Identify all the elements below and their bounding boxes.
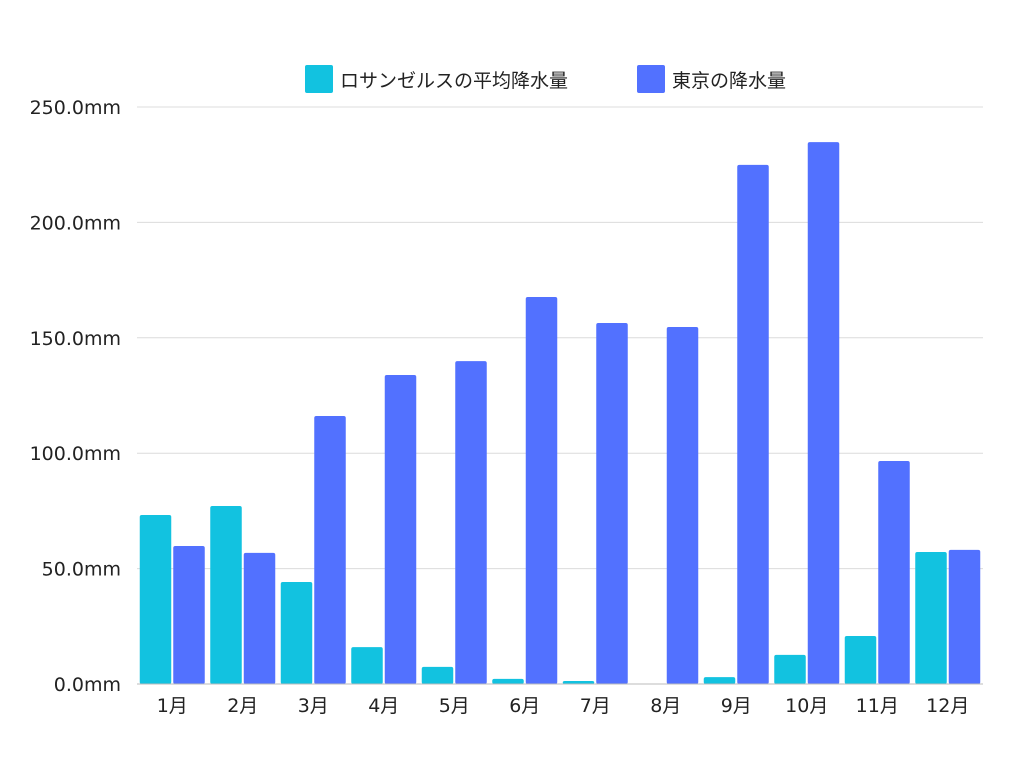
bar-tokyo-3[interactable] xyxy=(314,416,346,684)
bar-tokyo-1[interactable] xyxy=(173,545,205,684)
x-tick-label: 3月 xyxy=(298,695,329,717)
bar-tokyo-9[interactable] xyxy=(737,164,769,685)
bar-tokyo-11[interactable] xyxy=(878,461,910,684)
bar-la-1[interactable] xyxy=(139,515,172,684)
bar-tokyo-8[interactable] xyxy=(666,326,699,684)
x-tick-label: 6月 xyxy=(509,695,540,717)
legend-swatch-la xyxy=(305,65,333,93)
y-tick-label: 0.0mm xyxy=(54,674,121,696)
legend-swatch-tokyo xyxy=(637,65,665,93)
x-tick-label: 8月 xyxy=(650,695,681,717)
x-tick-label: 9月 xyxy=(721,695,752,717)
y-tick-label: 200.0mm xyxy=(30,212,121,234)
bar-la-11[interactable] xyxy=(844,635,877,684)
bar-la-12[interactable] xyxy=(915,551,947,684)
bar-tokyo-6[interactable] xyxy=(525,296,558,684)
legend-label-tokyo[interactable]: 東京の降水量 xyxy=(672,70,786,92)
bar-la-10[interactable] xyxy=(774,654,806,684)
x-axis: 1月 2月 3月 4月 5月 6月 7月 8月 9月 10月 11月 12月 xyxy=(137,683,983,717)
bar-la-6[interactable] xyxy=(492,678,524,684)
legend-label-la[interactable]: ロサンゼルスの平均降水量 xyxy=(340,70,568,92)
y-tick-label: 250.0mm xyxy=(30,97,121,119)
bar-tokyo-4[interactable] xyxy=(384,374,417,684)
x-tick-label: 1月 xyxy=(157,695,188,717)
bar-tokyo-12[interactable] xyxy=(948,549,981,684)
bar-tokyo-5[interactable] xyxy=(455,361,487,684)
bar-la-3[interactable] xyxy=(280,581,313,684)
x-tick-label: 5月 xyxy=(439,695,470,717)
bar-tokyo-2[interactable] xyxy=(243,552,276,684)
y-tick-label: 50.0mm xyxy=(42,559,121,581)
bar-tokyo-10[interactable] xyxy=(807,142,840,684)
x-tick-label: 2月 xyxy=(227,695,258,717)
x-tick-label: 7月 xyxy=(580,695,611,717)
bar-tokyo-7[interactable] xyxy=(596,323,628,684)
bar-la-2[interactable] xyxy=(210,506,242,684)
x-tick-label: 10月 xyxy=(785,695,828,717)
y-axis: 0.0mm 50.0mm 100.0mm 150.0mm 200.0mm 250.0mm xyxy=(30,97,121,696)
bar-la-5[interactable] xyxy=(421,666,454,684)
y-tick-label: 150.0mm xyxy=(30,328,121,350)
bar-la-9[interactable] xyxy=(703,677,736,684)
x-tick-label: 11月 xyxy=(856,695,899,717)
legend: ロサンゼルスの平均降水量 東京の降水量 xyxy=(305,65,786,93)
x-tick-label: 12月 xyxy=(926,695,969,717)
bar-la-7[interactable] xyxy=(562,680,595,684)
x-tick-label: 4月 xyxy=(368,695,399,717)
y-tick-label: 100.0mm xyxy=(30,443,121,465)
bar-la-4[interactable] xyxy=(351,647,383,684)
bars xyxy=(139,142,981,685)
